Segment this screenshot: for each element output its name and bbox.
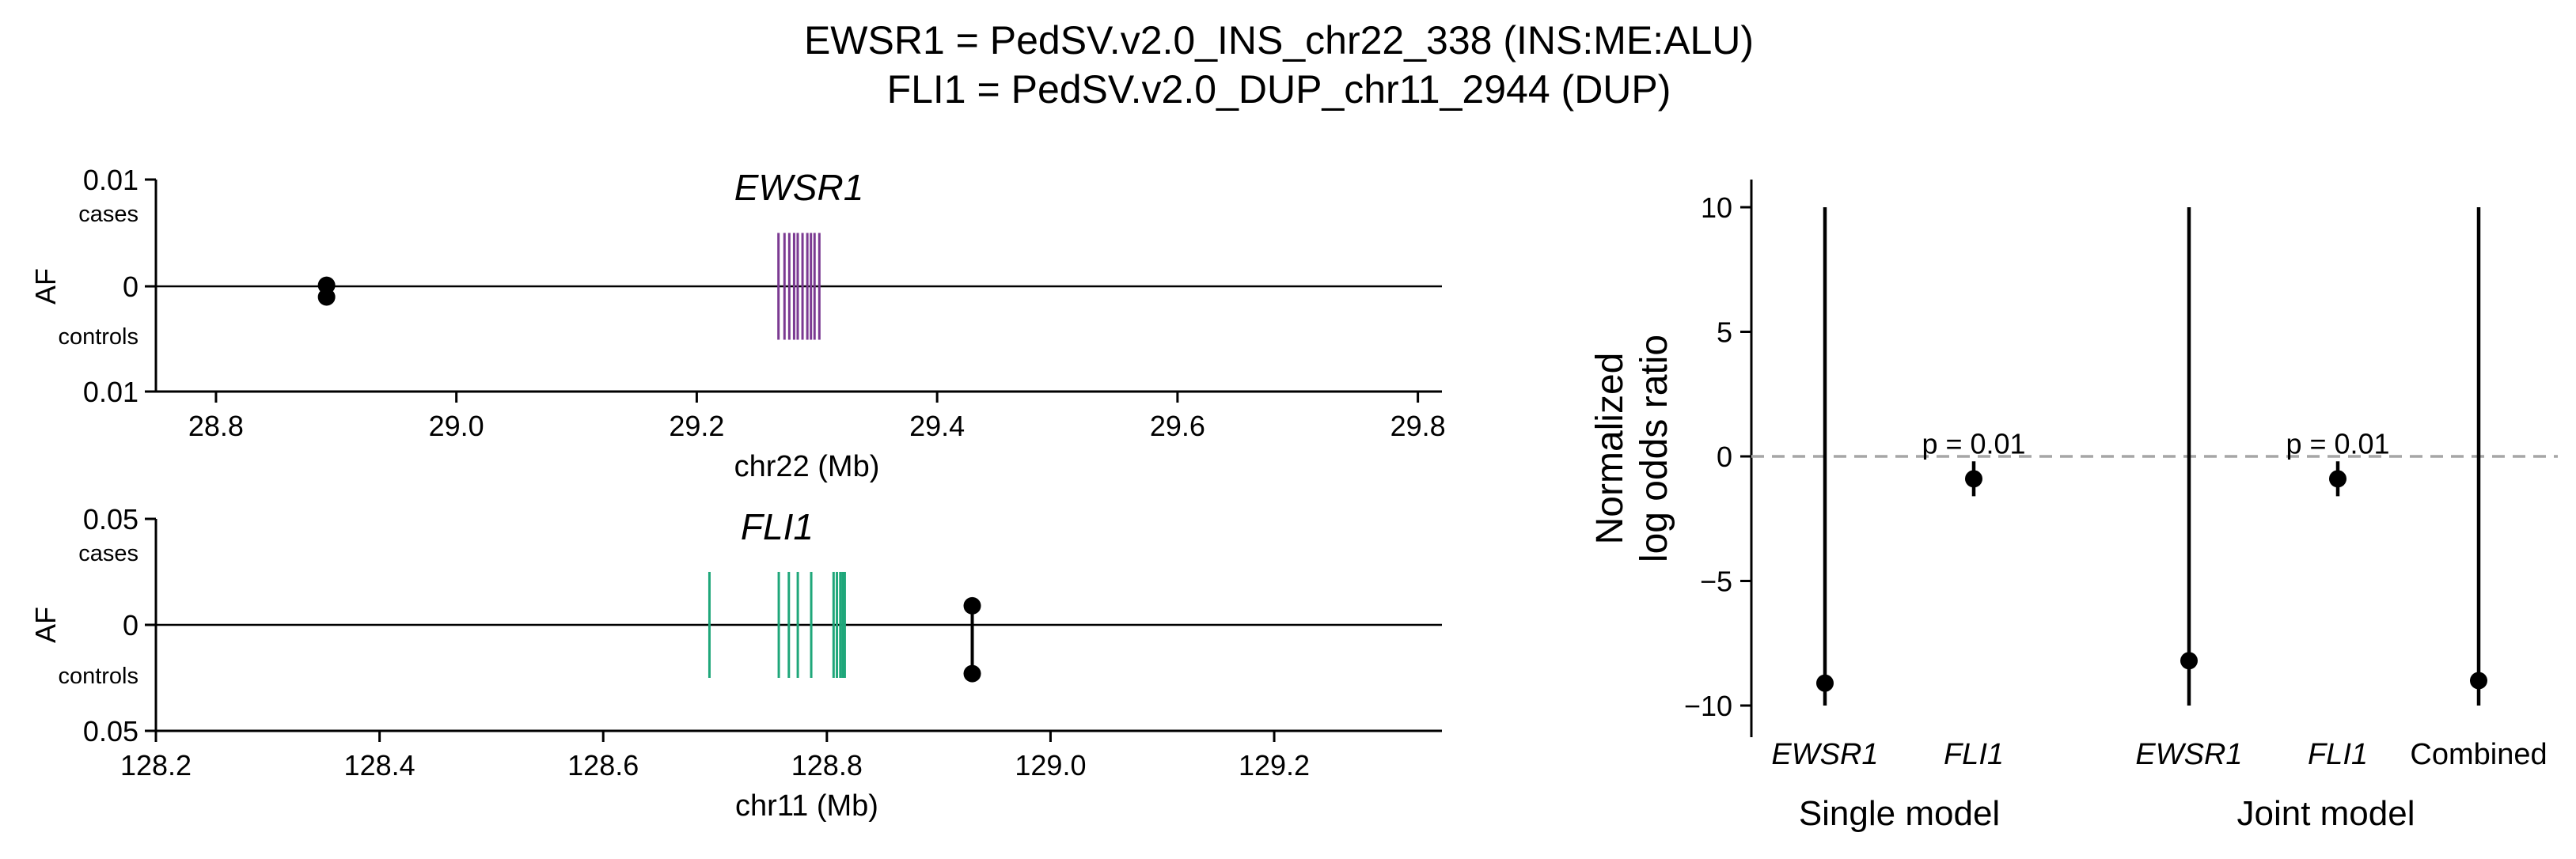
ewsr1-variant-control-point <box>317 288 336 306</box>
or-y-axis-label: Normalizedlog odds ratio <box>1589 335 1675 562</box>
or-group-label: Joint model <box>2236 794 2415 833</box>
ewsr1-x-tick-label: 29.2 <box>669 410 724 442</box>
ewsr1-y-tick-label: 0 <box>123 271 138 303</box>
fli1-y-axis-label: AF <box>29 607 62 643</box>
or-x-tick-label: Combined <box>2410 738 2547 771</box>
or-p-value-label: p = 0.01 <box>1922 427 2025 460</box>
figure-title-line-1: EWSR1 = PedSV.v2.0_INS_chr22_338 (INS:ME… <box>804 18 1754 62</box>
fli1-x-tick-label: 129.2 <box>1239 749 1310 781</box>
or-y-tick-label: 0 <box>1717 441 1732 473</box>
fli1-gene-label: FLI1 <box>741 506 814 547</box>
fli1-y-tick-label: 0.05 <box>83 503 138 535</box>
fli1-x-axis-label: chr11 (Mb) <box>735 789 878 823</box>
ewsr1-y-tick-label: 0.01 <box>83 164 138 196</box>
fli1-x-tick-label: 128.4 <box>344 749 415 781</box>
or-x-tick-label: FLI1 <box>2308 738 2368 771</box>
or-y-axis-label-line: Normalized <box>1589 353 1631 545</box>
ewsr1-y-tick-label: 0.01 <box>83 376 138 408</box>
figure-title-line-2: FLI1 = PedSV.v2.0_DUP_chr11_2944 (DUP) <box>887 67 1671 112</box>
fli1-locus-panel: 0.05 0 0.05 cases controls AF 128.2 128.4 128.6 1… <box>29 503 1442 823</box>
fli1-variant-case-point <box>963 596 981 615</box>
ewsr1-x-tick-label: 29.8 <box>1390 410 1446 442</box>
ewsr1-x-tick-label: 29.6 <box>1150 410 1205 442</box>
fli1-y-tick-label: 0.05 <box>83 715 138 747</box>
or-y-axis-label-line: log odds ratio <box>1633 335 1675 562</box>
ewsr1-cases-label: cases <box>78 202 138 227</box>
fli1-x-tick-label: 128.2 <box>120 749 192 781</box>
or-group-label: Single model <box>1799 794 2000 833</box>
or-point <box>1965 470 1982 488</box>
or-y-tick-label: −10 <box>1684 690 1732 722</box>
ewsr1-x-axis-label: chr22 (Mb) <box>734 450 880 483</box>
ewsr1-x-tick-label: 29.0 <box>429 410 484 442</box>
or-point <box>1816 674 1834 692</box>
fli1-variant-control-point <box>963 664 981 683</box>
fli1-controls-label: controls <box>58 664 138 689</box>
or-x-tick-label: EWSR1 <box>1771 738 1878 771</box>
ewsr1-y-axis-label: AF <box>29 268 62 305</box>
odds-ratio-panel: 10 5 0 −5 −10 Normalizedlog odds ratio EWSR1 FL… <box>1589 180 2558 833</box>
fli1-x-tick-label: 128.6 <box>567 749 639 781</box>
ewsr1-controls-label: controls <box>58 324 138 350</box>
or-p-value-label: p = 0.01 <box>2286 427 2389 460</box>
or-y-tick-label: 5 <box>1717 316 1732 349</box>
or-point <box>2329 470 2346 488</box>
fli1-x-tick-label: 129.0 <box>1015 749 1086 781</box>
fli1-y-tick-label: 0 <box>123 609 138 641</box>
fli1-x-tick-label: 128.8 <box>791 749 863 781</box>
or-point <box>2470 672 2487 690</box>
ewsr1-x-tick-label: 29.4 <box>909 410 965 442</box>
ewsr1-x-tick-label: 28.8 <box>188 410 244 442</box>
ewsr1-gene-label: EWSR1 <box>734 167 864 208</box>
or-x-tick-label: EWSR1 <box>2135 738 2242 771</box>
or-point <box>2180 652 2198 670</box>
or-x-tick-label: FLI1 <box>1944 738 2004 771</box>
ewsr1-locus-panel: 0.01 0 0.01 cases controls AF 28.8 29.0 29.2 29.4… <box>29 164 1446 483</box>
or-y-tick-label: 10 <box>1701 191 1732 224</box>
or-y-tick-label: −5 <box>1700 566 1732 598</box>
fli1-cases-label: cases <box>78 541 138 566</box>
